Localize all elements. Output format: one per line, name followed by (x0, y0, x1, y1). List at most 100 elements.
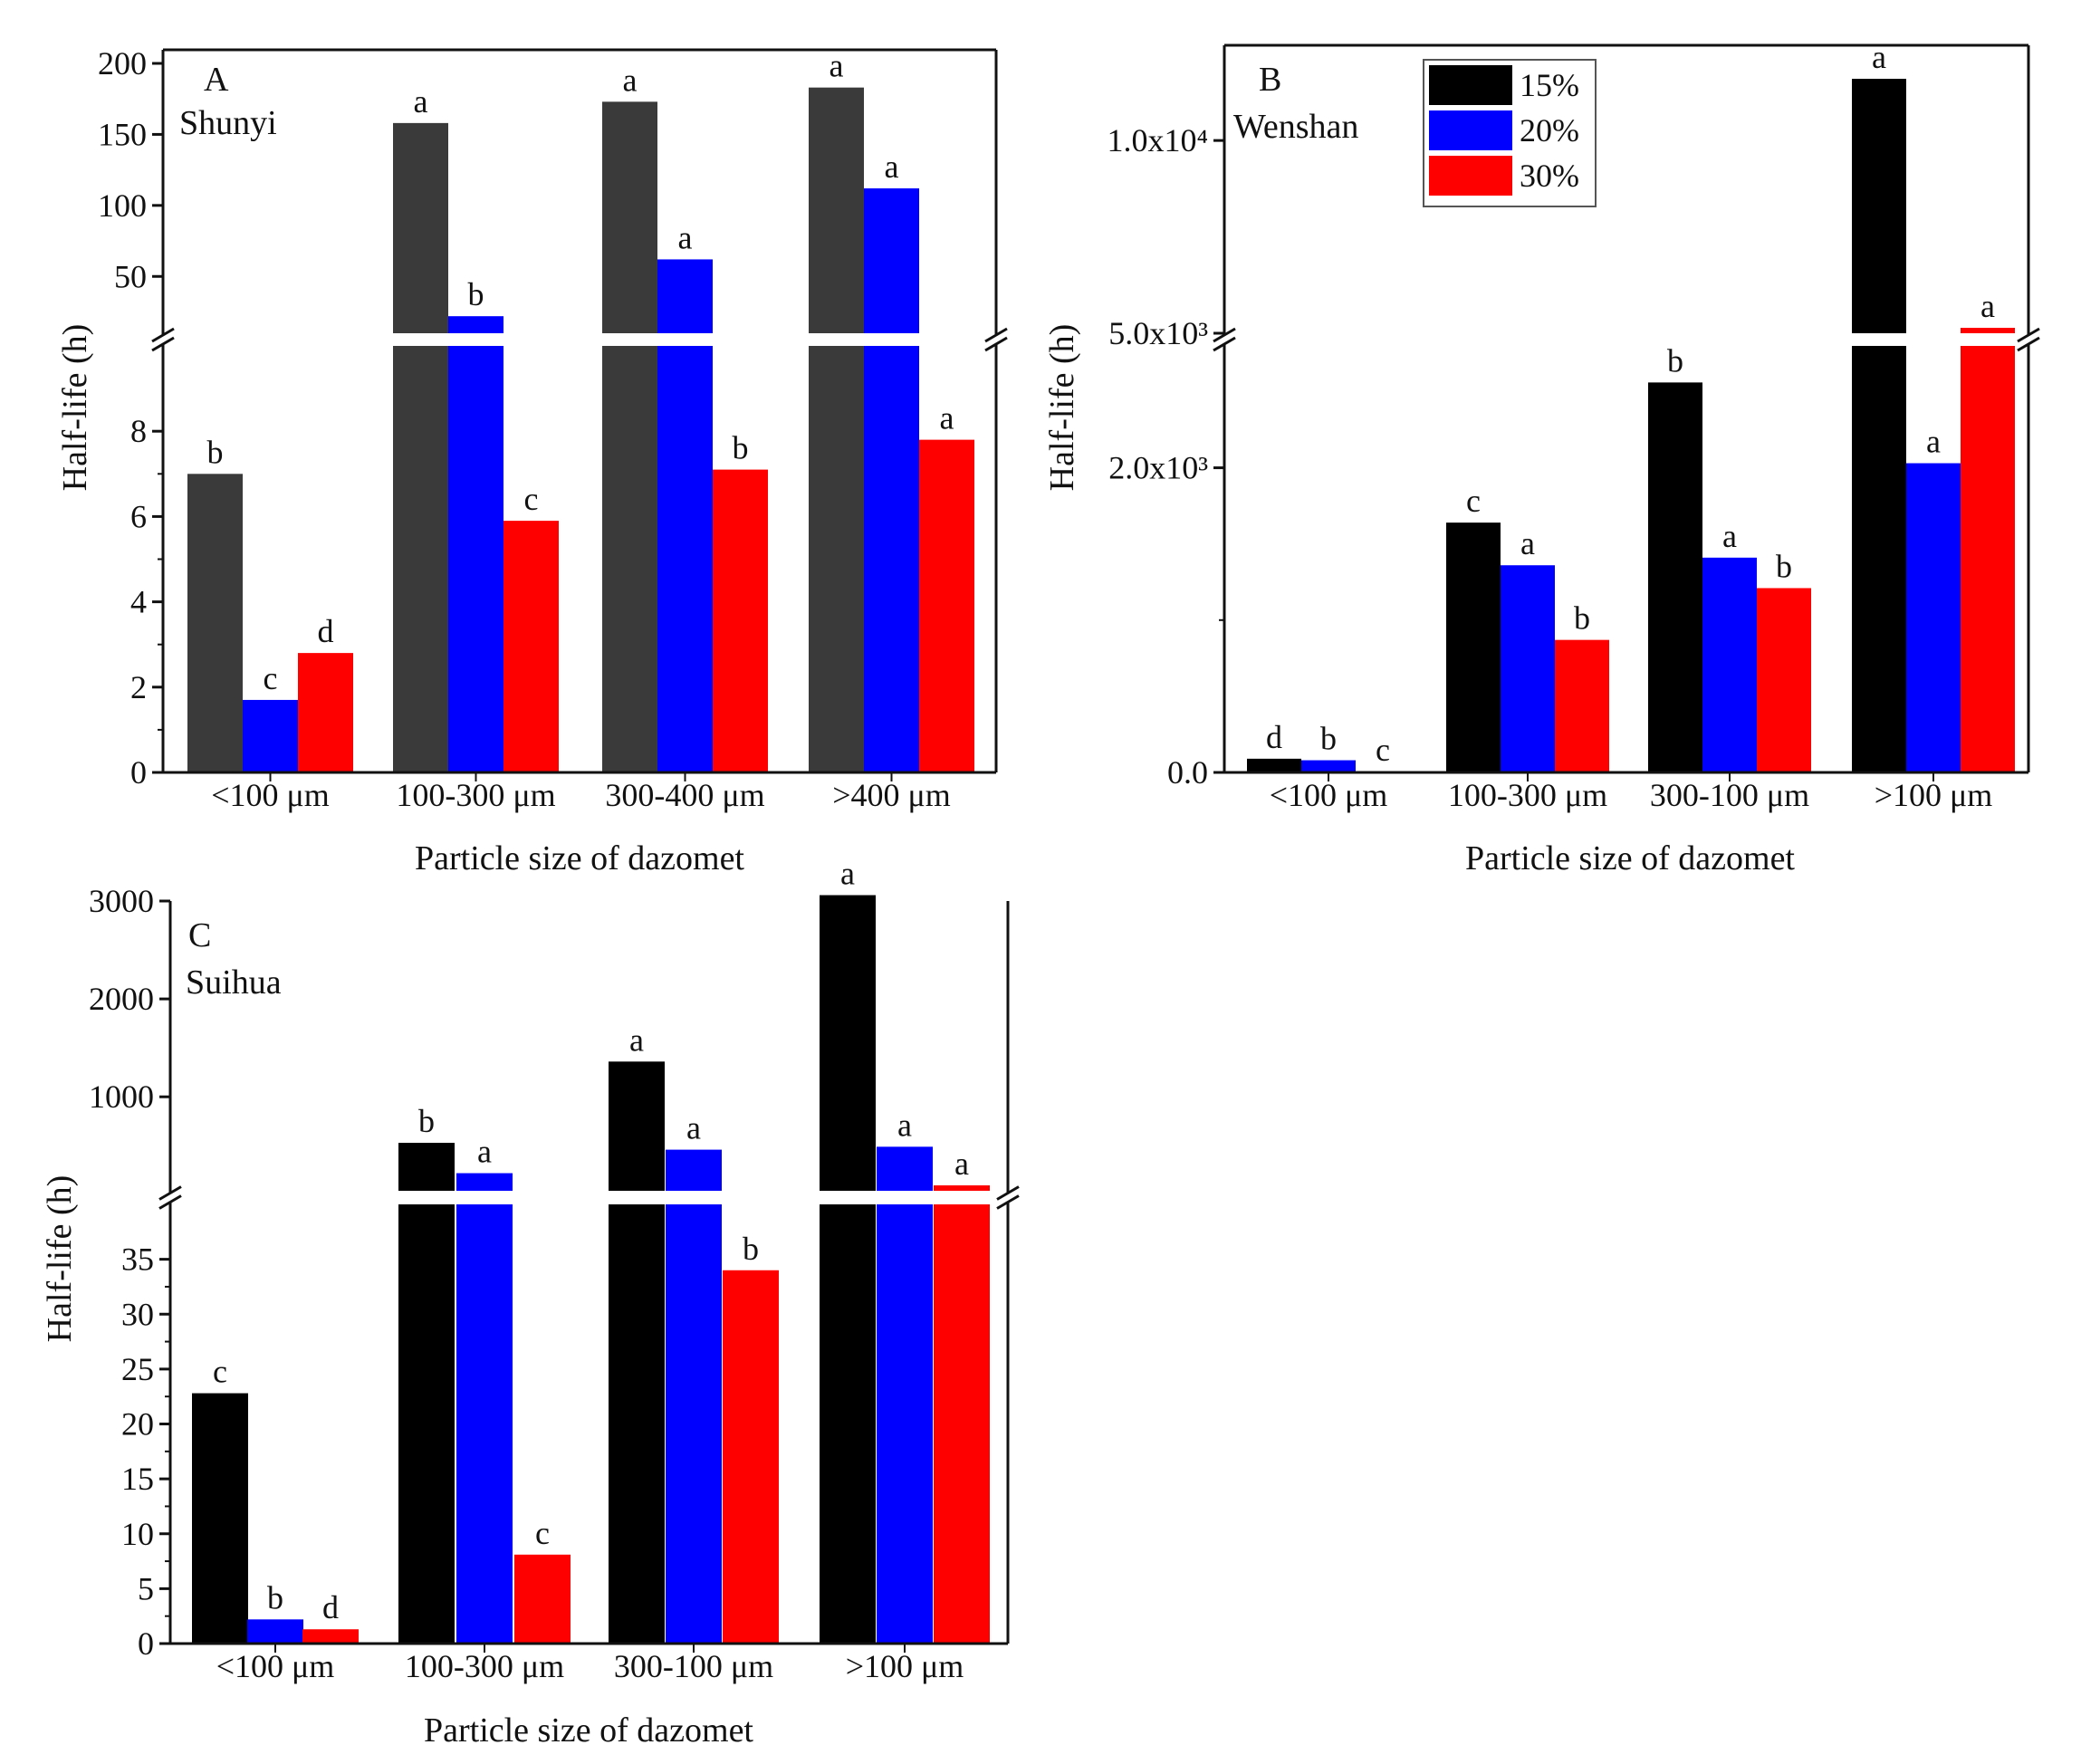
axis-break-mark (151, 336, 175, 352)
x-tick-label: >100 μm (1875, 777, 1993, 813)
bar-30pct-0 (302, 1629, 359, 1644)
y-tick-label: 20 (121, 1406, 154, 1443)
bar-30pct-1 (514, 1554, 571, 1644)
panel-c-chart: c b a a b a a a d c b a 0 5 10 15 20 25 30 35 1000 2000 3000 <1… (41, 856, 1020, 1750)
bar-30pct-3 (919, 439, 974, 772)
y-tick-label: 200 (98, 45, 147, 81)
x-tick-label: 300-400 μm (605, 777, 764, 813)
panel-letter: C (188, 916, 211, 954)
axis-break-gap (1223, 333, 2030, 346)
bar-20pct-2 (666, 1149, 722, 1191)
bar-15pct-3 (809, 87, 864, 334)
bar-30pct-1 (503, 521, 559, 772)
axis-break-mark (1213, 327, 1236, 343)
significance-letter: b (207, 434, 224, 470)
axis-break-mark (984, 336, 1008, 352)
significance-letter: a (885, 149, 899, 185)
significance-letter: a (477, 1134, 492, 1170)
bar-20pct-1-lower (448, 346, 503, 772)
significance-letter: a (897, 1107, 912, 1143)
x-tick-label: 300-100 μm (614, 1648, 773, 1684)
bar-20pct-2 (1702, 557, 1757, 772)
axis-break-mark (2017, 336, 2040, 352)
significance-letter: a (830, 48, 844, 84)
significance-letter: c (1376, 732, 1390, 768)
x-tick-label: <100 μm (211, 777, 330, 813)
y-tick-label: 8 (130, 413, 147, 449)
bar-15pct-3-lower (820, 1204, 876, 1644)
bar-30pct-2 (723, 1270, 779, 1644)
significance-letter: a (940, 400, 954, 436)
y-axis-label: Half-life (h) (56, 324, 94, 492)
x-tick-label: 100-300 μm (1448, 777, 1607, 813)
significance-letter: a (1520, 525, 1535, 561)
significance-letter: a (686, 1110, 701, 1146)
significance-letter: a (840, 856, 855, 892)
significance-letter: a (1722, 518, 1737, 554)
axis-break-mark (1213, 336, 1236, 352)
y-tick-label: 2000 (89, 981, 154, 1017)
y-axis-label: Half-life (h) (1043, 324, 1081, 492)
legend-label: 15% (1520, 67, 1579, 103)
significance-letter: a (623, 62, 638, 98)
bar-20pct-2-lower (657, 346, 713, 772)
x-tick-label: <100 μm (1270, 777, 1388, 813)
bar-15pct-0 (1247, 758, 1301, 772)
panel-a-chart: b a a a c b a a d c b a 0 2 4 6 8 50 100 150 200 <100 μm 100-3… (56, 45, 1008, 877)
bar-20pct-3 (864, 188, 919, 333)
significance-letter: c (535, 1515, 550, 1551)
bar-15pct-2-lower (609, 1204, 665, 1644)
axis-break-mark (158, 1194, 182, 1210)
y-tick-label: 0 (130, 754, 147, 791)
axis-break-mark (984, 327, 1008, 343)
y-tick-label: 5.0x10³ (1108, 315, 1208, 351)
site-name: Shunyi (179, 104, 277, 142)
legend-swatch (1429, 156, 1512, 196)
significance-letter: d (1266, 719, 1282, 755)
bar-15pct-1-lower (393, 346, 448, 772)
y-tick-label: 100 (98, 187, 147, 224)
bar-15pct-0 (187, 474, 243, 772)
y-tick-label: 10 (121, 1516, 154, 1552)
y-tick-label: 6 (130, 498, 147, 534)
bar-30pct-3-lower (1961, 346, 2015, 772)
axis-break-mark (2017, 327, 2040, 343)
site-name: Wenshan (1233, 108, 1358, 146)
significance-letter: b (1574, 600, 1590, 637)
x-tick-label: >400 μm (832, 777, 951, 813)
axis-break-gap (168, 1191, 1010, 1204)
significance-letter: d (318, 613, 334, 649)
bar-30pct-1 (1555, 639, 1609, 772)
y-tick-label: 50 (114, 258, 147, 294)
y-tick-label: 0 (138, 1625, 154, 1662)
y-tick-label: 5 (138, 1570, 154, 1606)
bar-20pct-2 (657, 259, 713, 333)
significance-letter: c (264, 660, 278, 696)
significance-letter: a (414, 83, 428, 120)
legend-label: 20% (1520, 112, 1579, 149)
significance-letter: b (1776, 548, 1792, 584)
x-tick-label: 100-300 μm (405, 1648, 564, 1684)
panel-b-chart: d c b a b a a a c b b a 0.0 2.0x10³ 5.0x10³ 1.0x10⁴ <100… (1043, 39, 2040, 877)
y-tick-label: 4 (130, 584, 147, 620)
x-tick-label: <100 μm (216, 1648, 335, 1684)
bar-15pct-1-lower (398, 1204, 455, 1644)
bar-20pct-1 (456, 1173, 513, 1191)
bar-15pct-2 (602, 101, 657, 333)
significance-letter: a (1872, 39, 1886, 75)
bar-30pct-0 (298, 653, 353, 772)
bar-20pct-3-lower (864, 346, 919, 772)
axis-break-mark (996, 1194, 1020, 1210)
significance-letter: b (1667, 342, 1683, 379)
significance-letter: a (678, 219, 693, 255)
y-tick-label: 25 (121, 1351, 154, 1387)
y-tick-label: 35 (121, 1242, 154, 1278)
bar-20pct-3-lower (877, 1204, 933, 1644)
bar-15pct-1 (1446, 522, 1501, 772)
significance-letter: c (1466, 483, 1481, 519)
y-tick-label: 0.0 (1167, 754, 1208, 791)
x-axis-label: Particle size of dazomet (424, 1711, 753, 1750)
bar-15pct-3-lower (809, 346, 864, 772)
significance-letter: b (418, 1103, 435, 1139)
